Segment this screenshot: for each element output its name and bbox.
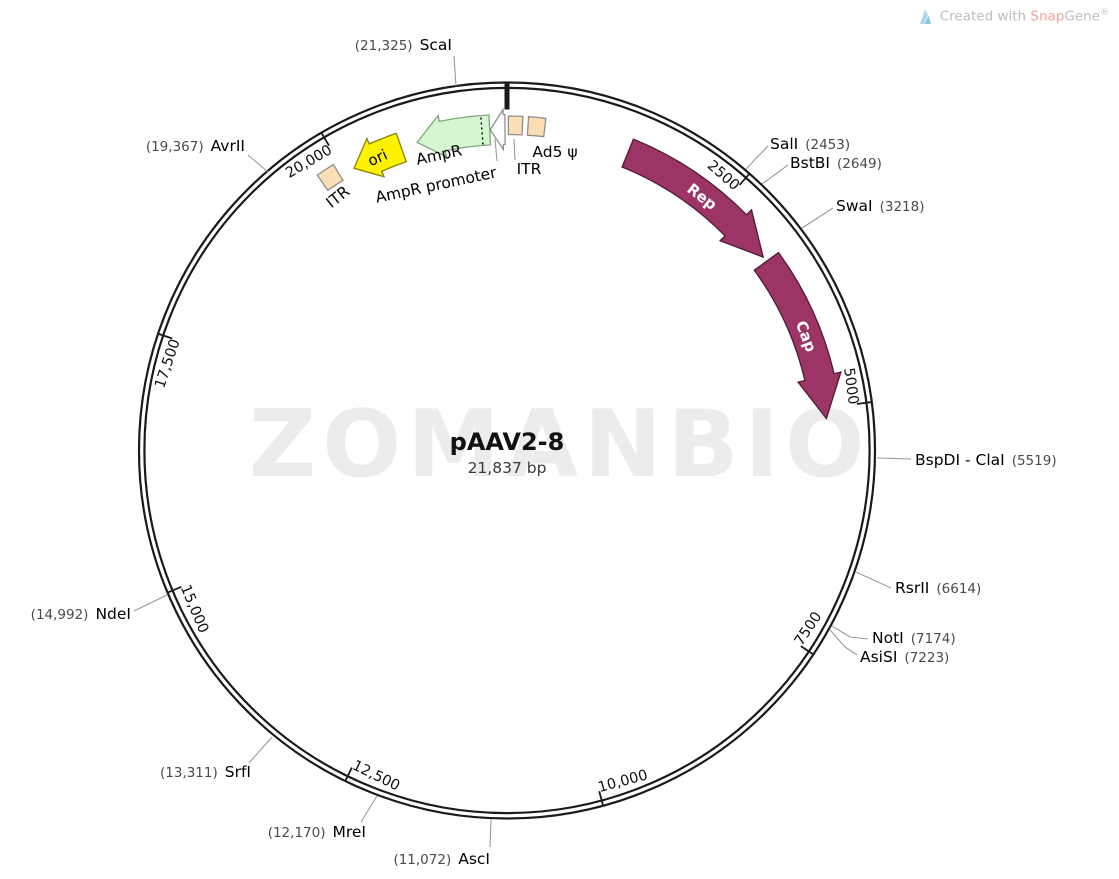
tick-17500 [158, 333, 173, 340]
ampr-label: AmpR [414, 141, 463, 168]
tick-label-10-000: 10,000 [596, 767, 649, 796]
site-leader-sali [745, 145, 769, 170]
site-label-swai: SwaI (3218) [836, 197, 924, 215]
plasmid-name: pAAV2-8 [449, 428, 565, 456]
site-label-mrei: (12,170) MreI [268, 823, 366, 841]
site-label-sali: SalI (2453) [770, 135, 850, 153]
tick-20000 [320, 132, 330, 147]
feature-ori [353, 132, 408, 178]
feature-ampr [416, 113, 492, 158]
feature-itr-near-origin [507, 115, 524, 136]
site-label-ndei: (14,992) NdeI [31, 605, 131, 623]
itr-top-label: ITR [517, 160, 542, 178]
credit-text: Created with SnapGene® [939, 8, 1109, 25]
tick-7500 [800, 645, 814, 655]
site-leader-mrei [360, 795, 378, 823]
site-leader-rsrii [855, 571, 892, 589]
site-label-asisi: AsiSI (7223) [860, 648, 949, 666]
site-leader-asci [489, 818, 492, 848]
ampr-signal-dotted-line [479, 114, 484, 145]
credit-registered: ® [1100, 8, 1109, 19]
plasmid-size: 21,837 bp [467, 459, 547, 477]
credit-snap: Snap [1030, 8, 1065, 25]
site-leader-noti [831, 625, 869, 640]
site-leader-ndei [133, 594, 168, 612]
site-label-scai: (21,325) ScaI [355, 36, 452, 54]
site-leader-swai [801, 207, 834, 229]
ampr-promoter-label: AmpR promoter [374, 163, 499, 206]
ad5-psi-label: Ad5 ψ [532, 143, 577, 161]
feature-itr-left [316, 163, 344, 192]
tick-10000 [598, 791, 604, 806]
ampr-promoter-leader [494, 138, 498, 162]
snapgene-credit: Created with SnapGene® [919, 8, 1109, 25]
tick-label-5000: 5000 [840, 367, 861, 406]
site-leader-asisi [829, 629, 858, 656]
site-label-avrii: (19,367) AvrII [146, 137, 245, 155]
site-leader-bstbi [761, 164, 789, 185]
site-label-bspdi-clai: BspDI - ClaI (5519) [915, 451, 1057, 469]
tick-label-17-500: 17,500 [152, 337, 183, 390]
tick-12500 [344, 767, 353, 781]
site-leader-bspdi-clai [876, 457, 912, 460]
plasmid-title-block: pAAV2-8 21,837 bp [450, 428, 565, 477]
site-label-rsrii: RsrII (6614) [895, 579, 981, 597]
itr-top-leader [513, 138, 516, 161]
watermark: ZOMANBIO [248, 390, 871, 498]
site-label-asci: (11,072) AscI [393, 850, 490, 868]
feature-rep [621, 138, 765, 259]
tick-15000 [167, 585, 182, 594]
tick-5000 [856, 401, 872, 405]
tick-2500 [738, 173, 750, 186]
snapgene-logo-icon [919, 9, 931, 24]
site-leader-scai [453, 55, 457, 87]
site-label-bstbi: BstBI (2649) [790, 154, 882, 172]
feature-ampr-promoter [489, 107, 506, 152]
site-label-noti: NotI (7174) [872, 629, 956, 647]
site-leader-avrii [247, 154, 269, 173]
site-label-srfi: (13,311) SrfI [160, 763, 251, 781]
feature-cap [753, 251, 842, 420]
feature-ad5-psi [526, 116, 547, 138]
site-leader-srfi [248, 736, 273, 764]
